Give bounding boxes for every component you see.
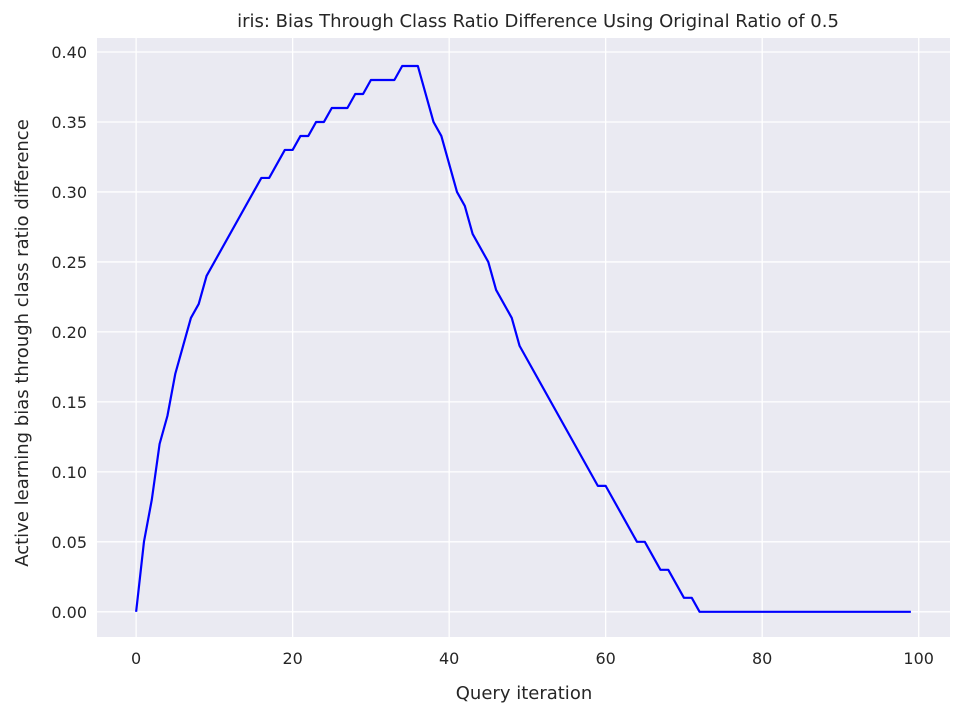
y-tick-label: 0.10: [51, 463, 87, 482]
line-series: [135, 64, 911, 613]
y-tick-label: 0.15: [51, 393, 87, 412]
y-tick-label: 0.35: [51, 113, 87, 132]
y-tick-label: 0.40: [51, 43, 87, 62]
x-tick-label: 0: [131, 649, 141, 668]
plot-background: [97, 38, 950, 637]
y-tick-label: 0.25: [51, 253, 87, 272]
chart-title: iris: Bias Through Class Ratio Differenc…: [237, 11, 839, 32]
x-tick-labels: 0 20 40 60 80 100: [131, 649, 934, 668]
grid: [97, 38, 950, 637]
x-tick-label: 80: [752, 649, 772, 668]
x-tick-label: 40: [439, 649, 459, 668]
y-tick-label: 0.05: [51, 533, 87, 552]
y-tick-labels: 0.00 0.05 0.10 0.15 0.20 0.25 0.30 0.35 0.40: [51, 43, 87, 622]
y-tick-label: 0.20: [51, 323, 87, 342]
x-tick-label: 100: [903, 649, 934, 668]
x-tick-label: 20: [282, 649, 302, 668]
y-tick-label: 0.00: [51, 603, 87, 622]
series-line: [135, 64, 911, 613]
y-tick-label: 0.30: [51, 183, 87, 202]
x-tick-label: 60: [595, 649, 615, 668]
x-axis-label: Query iteration: [456, 683, 592, 704]
y-axis-label: Active learning bias through class ratio…: [12, 119, 33, 567]
